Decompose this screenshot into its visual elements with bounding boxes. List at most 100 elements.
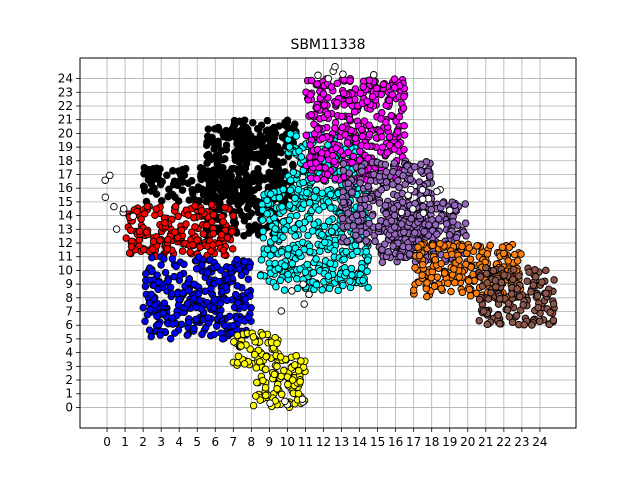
data-point [427,205,436,214]
data-point [278,203,286,211]
data-point [379,80,388,89]
data-point [148,245,157,254]
data-point [382,178,391,186]
data-point [312,159,320,167]
data-point [216,299,225,308]
data-point [209,180,217,189]
data-point [325,284,334,293]
x-tick-label: 20 [460,435,475,449]
data-point [330,246,339,255]
data-point [303,188,311,197]
data-point [388,91,397,99]
data-point [352,231,360,240]
x-tick-label: 17 [406,435,421,449]
data-point [180,171,189,179]
data-point [399,171,407,180]
data-point [523,277,531,285]
data-point [145,326,154,334]
data-point [400,228,408,236]
data-point [277,390,286,399]
data-point [180,260,188,269]
data-point [411,263,419,272]
data-point [475,295,484,304]
data-point [504,257,512,265]
data-point [292,351,300,360]
data-point [225,133,233,142]
data-point [209,304,218,312]
data-point [281,397,289,406]
data-point [301,268,310,276]
data-point [235,117,244,125]
data-point [389,242,397,250]
y-tick-label: 19 [58,140,73,154]
data-point [228,245,237,253]
data-point [153,173,162,181]
data-point [365,121,373,129]
data-point [305,290,313,299]
data-point [389,204,398,213]
data-point [203,269,212,277]
data-point [384,248,392,256]
data-point [146,306,154,314]
data-point [220,186,229,194]
data-point [513,257,522,265]
data-point [204,151,212,159]
data-point [231,290,240,299]
data-point [517,250,525,258]
data-point [510,250,519,259]
data-point [212,322,221,330]
data-point [483,279,492,287]
data-point [233,282,242,290]
x-tick-label: 19 [442,435,457,449]
data-point [314,71,322,80]
data-point [159,309,167,318]
data-point [369,71,378,79]
data-point [341,130,349,139]
x-tick-label: 21 [478,435,493,449]
data-point [313,80,321,88]
data-point [427,273,436,282]
data-point [433,230,441,239]
data-point [237,342,245,350]
data-point [235,169,243,177]
data-point [185,318,193,327]
data-point [188,177,196,185]
data-point [210,330,219,339]
data-point [188,228,196,236]
data-point [231,152,240,161]
data-point [172,262,180,271]
data-point [233,331,242,340]
data-point [148,267,156,276]
data-point [171,329,179,337]
data-point [368,211,376,220]
data-point [313,104,321,112]
data-point [365,130,374,139]
data-point [362,237,370,245]
x-tick-label: 1 [121,435,129,449]
data-point [445,206,454,215]
data-point [400,145,408,154]
data-point [151,301,159,310]
data-point [280,366,288,375]
data-point [284,244,293,253]
data-point [505,243,513,252]
data-point [228,164,236,173]
data-point [450,265,458,273]
data-point [340,101,349,109]
data-point [362,247,370,256]
data-point [344,148,352,157]
data-point [382,118,390,127]
data-point [343,139,352,147]
data-point [465,244,473,252]
x-tick-label: 12 [316,435,331,449]
data-point [261,383,270,392]
data-point [400,92,408,101]
data-point [364,283,372,292]
data-point [151,211,159,219]
data-point [305,214,314,223]
data-point [394,141,402,149]
y-tick-label: 13 [58,222,73,236]
y-tick-label: 0 [65,400,73,414]
data-point [312,280,321,289]
